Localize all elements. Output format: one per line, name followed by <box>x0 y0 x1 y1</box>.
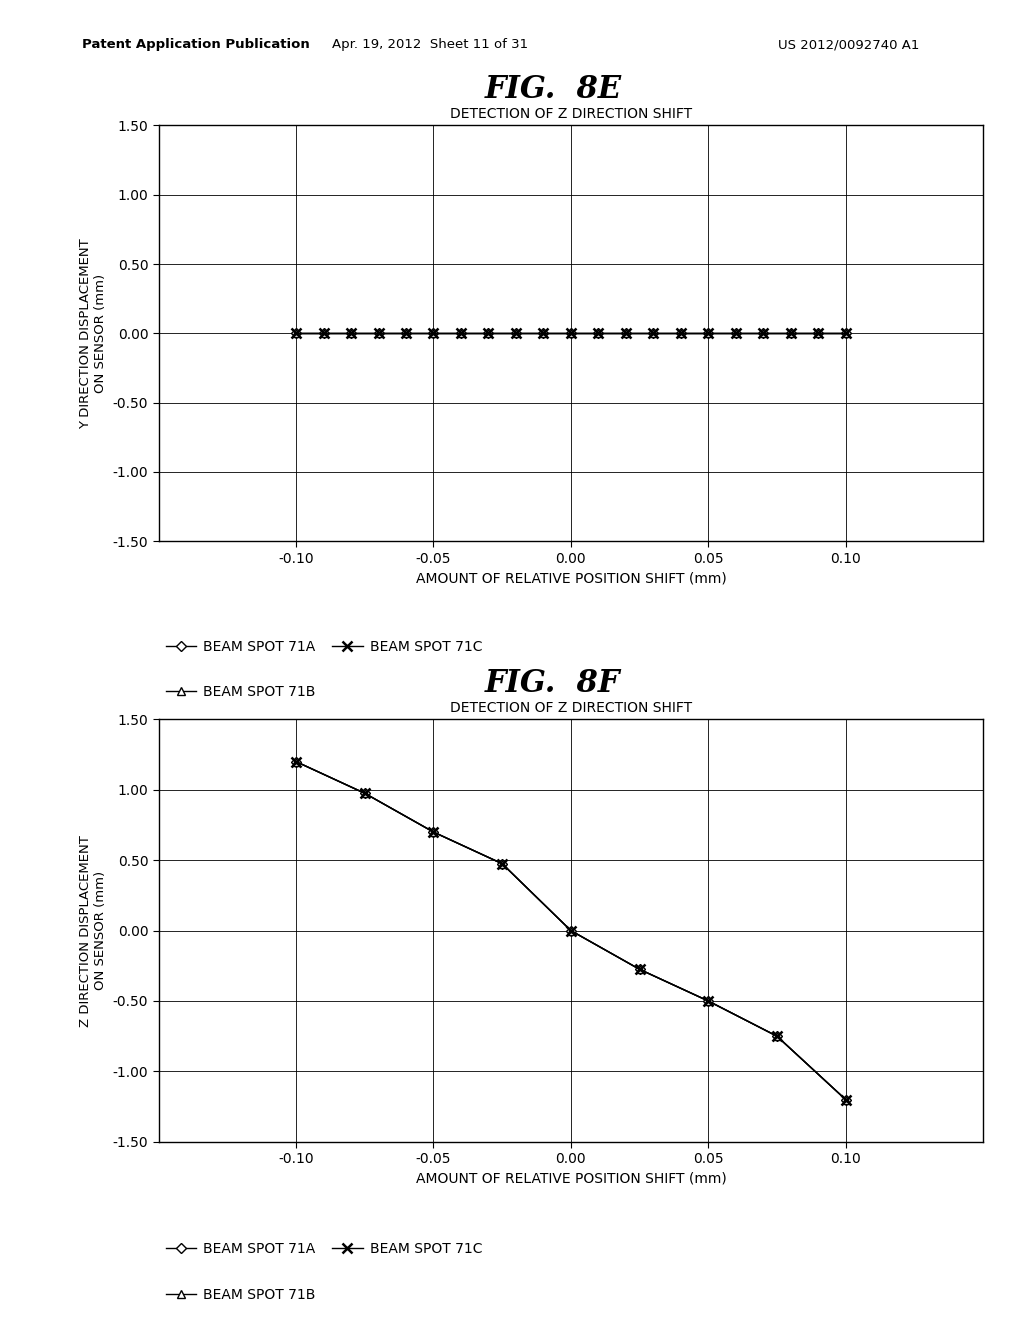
Title: DETECTION OF Z DIRECTION SHIFT: DETECTION OF Z DIRECTION SHIFT <box>450 107 692 121</box>
Y-axis label: Z DIRECTION DISPLACEMENT
ON SENSOR (mm): Z DIRECTION DISPLACEMENT ON SENSOR (mm) <box>79 834 108 1027</box>
Text: Patent Application Publication: Patent Application Publication <box>82 38 309 51</box>
Title: DETECTION OF Z DIRECTION SHIFT: DETECTION OF Z DIRECTION SHIFT <box>450 701 692 715</box>
Legend: BEAM SPOT 71B: BEAM SPOT 71B <box>166 1288 315 1302</box>
Text: US 2012/0092740 A1: US 2012/0092740 A1 <box>778 38 920 51</box>
X-axis label: AMOUNT OF RELATIVE POSITION SHIFT (mm): AMOUNT OF RELATIVE POSITION SHIFT (mm) <box>416 1172 726 1185</box>
Text: FIG.  8E: FIG. 8E <box>484 74 622 106</box>
Y-axis label: Y DIRECTION DISPLACEMENT
ON SENSOR (mm): Y DIRECTION DISPLACEMENT ON SENSOR (mm) <box>79 238 108 429</box>
Text: FIG.  8F: FIG. 8F <box>485 668 621 700</box>
Legend: BEAM SPOT 71B: BEAM SPOT 71B <box>166 685 315 700</box>
X-axis label: AMOUNT OF RELATIVE POSITION SHIFT (mm): AMOUNT OF RELATIVE POSITION SHIFT (mm) <box>416 572 726 585</box>
Text: Apr. 19, 2012  Sheet 11 of 31: Apr. 19, 2012 Sheet 11 of 31 <box>332 38 528 51</box>
